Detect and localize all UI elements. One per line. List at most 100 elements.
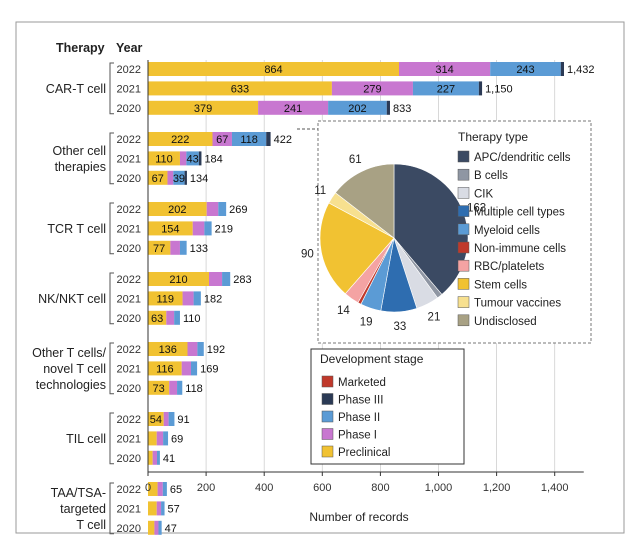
bar-segment-phase-i: [157, 482, 163, 496]
bar-segment-preclinical: [148, 450, 153, 465]
bar-segment-phase-i: [156, 501, 162, 516]
segment-value-label: 67: [216, 134, 228, 146]
bar-segment-preclinical: [148, 151, 180, 166]
group-bracket: [109, 342, 114, 395]
bar-segment-phase-i: [169, 380, 178, 395]
bar-total-label: 110: [183, 313, 201, 325]
bar-segment-preclinical: [148, 202, 207, 216]
bar-segment-phase-iii: [560, 62, 564, 76]
bar-segment-preclinical: [148, 380, 170, 395]
segment-value-label: 222: [171, 134, 189, 146]
therapy-type-legend-title: Therapy type: [458, 130, 528, 144]
year-header: Year: [116, 41, 143, 55]
bar-segment-phase-ii: [218, 202, 227, 216]
bar-total-label: 269: [229, 204, 247, 216]
segment-value-label: 110: [155, 153, 173, 165]
pie-value-label: 19: [360, 316, 373, 328]
bar-total-label: 69: [171, 433, 183, 445]
legend-label: Undisclosed: [474, 316, 537, 328]
segment-value-label: 118: [240, 134, 258, 146]
bar-segment-phase-ii: [158, 520, 162, 535]
year-label: 2021: [117, 503, 141, 515]
therapy-group-label: therapies: [55, 160, 106, 174]
segment-value-label: 63: [151, 313, 163, 325]
x-tick-label: 1,400: [541, 482, 569, 494]
bar-segment-preclinical: [148, 431, 157, 446]
bar-segment-phase-ii: [328, 100, 387, 115]
segment-value-label: 73: [152, 383, 164, 395]
legend-label: APC/dendritic cells: [474, 152, 571, 164]
bar-total-label: 283: [233, 274, 251, 286]
bar-segment-phase-ii: [197, 342, 204, 356]
x-tick-label: 1,000: [425, 482, 453, 494]
year-label: 2020: [117, 383, 141, 395]
bar-segment-preclinical: [148, 482, 158, 496]
pie-slice-undisclosed: [335, 163, 395, 239]
bar-total-label: 1,150: [485, 83, 513, 95]
legend-swatch: [457, 205, 470, 217]
bar-segment-phase-i: [181, 361, 191, 376]
bar-segment-preclinical: [148, 310, 167, 325]
bar-segment-preclinical: [148, 62, 399, 76]
therapy-group-label: TCR T cell: [47, 222, 106, 236]
bar-area: CAR-T cell 2022 864 314 243 1,432 2021 633 279 22…: [32, 62, 595, 535]
year-label: 2022: [117, 344, 141, 356]
legend-swatch: [457, 187, 470, 199]
group-bracket: [109, 202, 114, 255]
bar-segment-phase-iii: [386, 100, 390, 115]
bar-total-label: 192: [207, 344, 225, 356]
legend-label: Stem cells: [474, 279, 527, 291]
bar-segment-phase-i: [331, 81, 413, 96]
x-axis: 0 200 400 600 800 1,000 1,200 1,400: [145, 60, 584, 494]
bar-segment-phase-i: [398, 62, 491, 76]
bar-segment-phase-i: [187, 342, 198, 356]
segment-value-label: 227: [437, 83, 455, 95]
bar-segment-preclinical: [148, 100, 259, 115]
bar-total-label: 422: [274, 134, 292, 146]
bar-segment-phase-i: [206, 202, 219, 216]
year-label: 2020: [117, 103, 141, 115]
segment-value-label: 243: [516, 64, 534, 76]
bar-segment-phase-i: [192, 221, 205, 236]
group-bracket: [109, 412, 114, 465]
bar-segment-preclinical: [148, 240, 171, 255]
bar-segment-preclinical: [148, 342, 188, 356]
legend-label: RBC/platelets: [474, 261, 545, 273]
therapy-group-label: CAR-T cell: [46, 82, 106, 96]
bar-total-label: 91: [177, 414, 189, 426]
segment-value-label: 279: [363, 83, 381, 95]
bar-segment-preclinical: [148, 81, 332, 96]
bar-total-label: 65: [170, 484, 182, 496]
legend-swatch: [457, 168, 470, 181]
year-label: 2021: [117, 293, 141, 305]
bar-segment-phase-i: [179, 151, 187, 166]
bar-segment-phase-ii: [179, 240, 187, 255]
year-label: 2022: [117, 274, 141, 286]
legend-swatch: [457, 241, 470, 254]
segment-value-label: 116: [156, 363, 174, 375]
year-label: 2020: [117, 453, 141, 465]
bar-segment-phase-i: [209, 272, 223, 286]
legend-label: Multiple cell types: [474, 207, 565, 219]
legend-swatch: [457, 150, 470, 163]
segment-value-label: 39: [173, 173, 185, 185]
bar-segment-phase-ii: [204, 221, 212, 236]
stage-legend-title: Development stage: [320, 352, 424, 366]
segment-value-label: 210: [169, 274, 187, 286]
bar-segment-preclinical: [148, 132, 213, 146]
bar-segment-phase-ii: [174, 310, 180, 325]
segment-value-label: 43: [186, 153, 198, 165]
therapy-group-label: T cell: [76, 518, 106, 532]
legend-label: CIK: [474, 188, 494, 200]
legend-swatch: [321, 428, 334, 440]
bar-segment-phase-ii: [193, 291, 201, 306]
pie-value-label: 11: [314, 185, 326, 197]
bar-segment-phase-ii: [177, 380, 183, 395]
therapy-group-label: targeted: [60, 502, 106, 516]
x-tick-label: 200: [197, 482, 215, 494]
therapy-group-label: technologies: [36, 378, 106, 392]
bar-segment-phase-i: [258, 100, 329, 115]
bar-segment-phase-iii: [478, 81, 483, 96]
pie-value-label: 61: [349, 154, 362, 166]
bar-total-label: 184: [204, 153, 222, 165]
